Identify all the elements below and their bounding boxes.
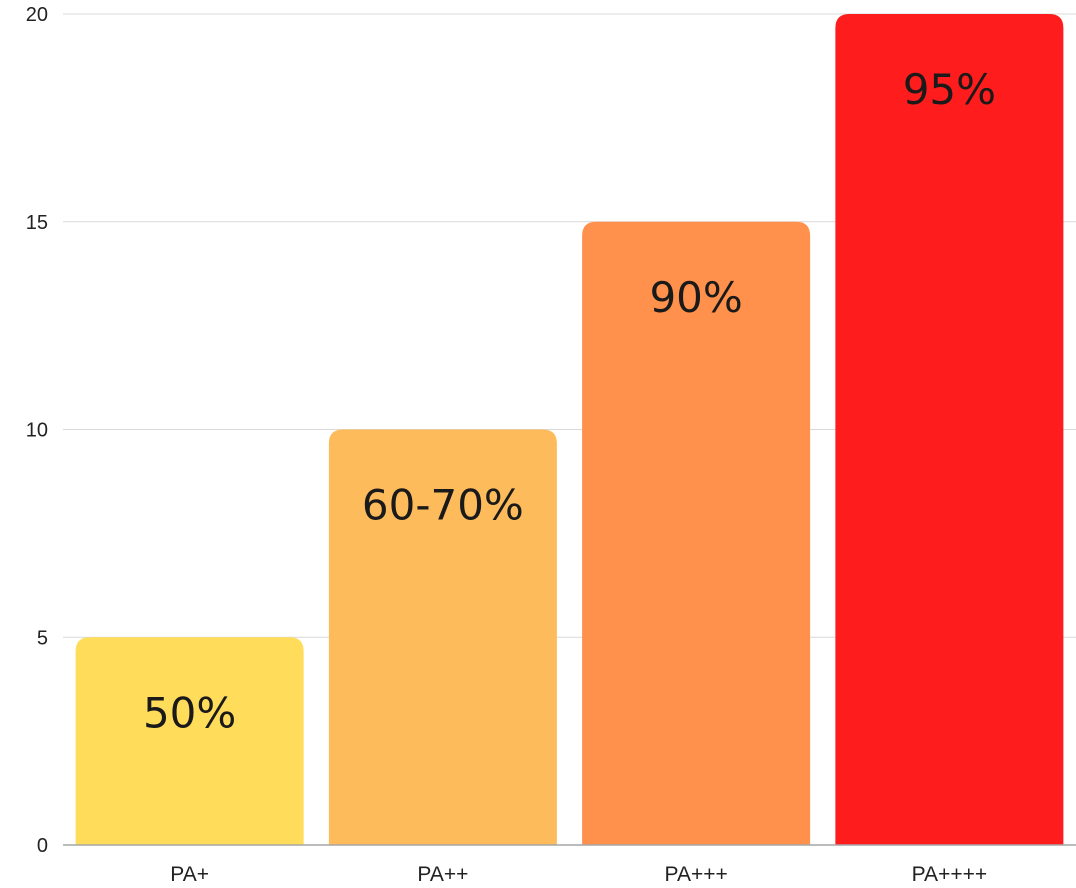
bar-data-labels: 50% 60-70% 90% 95% — [143, 65, 996, 737]
bar-data-label: 60-70% — [362, 481, 524, 530]
x-tick-label: PA+++ — [665, 863, 728, 886]
bar-data-label: 90% — [649, 273, 742, 322]
y-tick-label: 0 — [37, 835, 48, 857]
bars — [75, 14, 1064, 845]
x-axis-ticks: PA+ PA++ PA+++ PA++++ — [170, 863, 987, 886]
bar-data-label: 50% — [143, 688, 236, 737]
bar-paplus — [75, 637, 304, 845]
y-tick-label: 20 — [26, 4, 48, 26]
bar-paplusplusplus — [582, 221, 811, 845]
x-tick-label: PA++++ — [912, 863, 988, 886]
bar-paplusplusplusplus — [835, 14, 1064, 845]
y-axis-ticks: 0 5 10 15 20 — [26, 4, 48, 857]
bar-data-label: 95% — [903, 65, 996, 114]
y-tick-label: 10 — [26, 420, 48, 442]
x-tick-label: PA+ — [170, 863, 209, 886]
bar-paplusplus — [328, 429, 557, 845]
y-tick-label: 5 — [37, 627, 48, 649]
x-tick-label: PA++ — [417, 863, 468, 886]
y-tick-label: 15 — [26, 212, 48, 234]
